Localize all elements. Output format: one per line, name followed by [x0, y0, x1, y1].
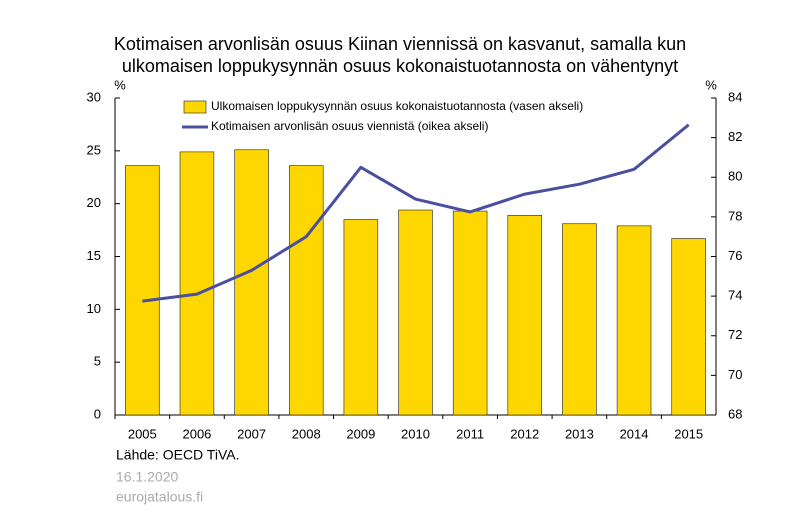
- x-tick-label: 2011: [456, 426, 484, 441]
- source: Lähde: OECD TiVA.: [116, 447, 239, 463]
- bar: [452, 210, 488, 416]
- y-tick-label: 10: [87, 301, 101, 316]
- legend-label: Kotimaisen arvonlisän osuus viennistä (o…: [211, 119, 488, 133]
- chart-title: Kotimaisen arvonlisän osuus Kiinan vienn…: [114, 34, 686, 54]
- bar: [507, 214, 543, 416]
- legend-label: Ulkomaisen loppukysynnän osuus kokonaist…: [211, 99, 583, 113]
- y2-axis-unit: %: [705, 77, 717, 92]
- site: eurojatalous.fi: [116, 489, 203, 505]
- y2-tick-label: 84: [728, 89, 742, 104]
- x-tick-label: 2013: [565, 426, 594, 441]
- y2-tick-label: 82: [728, 129, 742, 144]
- y2-tick-label: 72: [728, 327, 742, 342]
- y-tick-label: 5: [94, 354, 101, 369]
- x-tick-label: 2010: [401, 426, 430, 441]
- x-tick-label: 2007: [237, 426, 266, 441]
- x-tick-label: 2005: [128, 426, 157, 441]
- x-tick-label: 2015: [674, 426, 703, 441]
- y2-tick-label: 76: [728, 248, 742, 263]
- y-tick-label: 0: [94, 406, 101, 421]
- y-tick-label: 20: [87, 195, 101, 210]
- bar: [234, 149, 269, 416]
- bar: [288, 165, 324, 416]
- bar: [616, 225, 652, 416]
- y-tick-label: 15: [87, 248, 101, 263]
- bar: [398, 209, 433, 416]
- y-tick-label: 25: [87, 142, 101, 157]
- y2-tick-label: 80: [728, 169, 742, 184]
- y2-tick-label: 70: [728, 367, 742, 382]
- x-tick-label: 2006: [182, 426, 211, 441]
- y2-tick-label: 78: [728, 208, 742, 223]
- y-axis-unit: %: [114, 77, 126, 92]
- chart-title: ulkomaisen loppukysynnän osuus kokonaist…: [122, 56, 678, 76]
- y-tick-label: 30: [87, 89, 101, 104]
- line: [142, 123, 690, 303]
- y2-tick-label: 68: [728, 406, 742, 421]
- x-tick-label: 2008: [292, 426, 321, 441]
- x-tick-label: 2014: [620, 426, 649, 441]
- bar: [125, 165, 160, 416]
- bar: [343, 219, 379, 416]
- bar: [562, 223, 597, 416]
- bar: [179, 151, 215, 416]
- date: 16.1.2020: [116, 469, 178, 485]
- y2-tick-label: 74: [728, 288, 742, 303]
- bar: [671, 238, 706, 416]
- x-tick-label: 2009: [346, 426, 375, 441]
- legend-swatch: [183, 100, 207, 114]
- x-tick-label: 2012: [510, 426, 539, 441]
